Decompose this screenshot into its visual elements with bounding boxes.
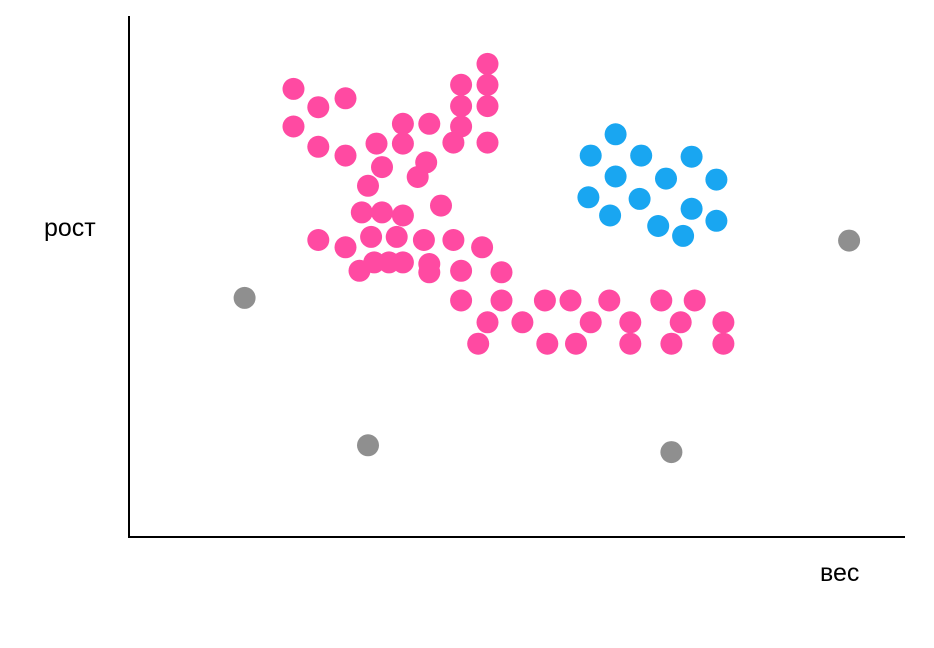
data-point-group_a	[450, 95, 473, 118]
data-point-group_b	[705, 209, 728, 232]
data-point-group_b	[630, 144, 653, 167]
data-point-group_a	[598, 289, 621, 312]
y-axis-label: рост	[44, 214, 96, 242]
data-point-group_a	[418, 112, 441, 135]
data-point-group_b	[672, 224, 695, 247]
data-point-group_a	[669, 311, 692, 334]
x-axis-label: вес	[820, 559, 860, 587]
data-point-group_b	[647, 215, 670, 237]
data-point-group_a	[391, 132, 414, 155]
data-point-group_b	[680, 145, 703, 168]
data-point-group_a	[350, 201, 373, 224]
data-point-group_a	[490, 261, 513, 284]
data-point-group_b	[705, 168, 728, 191]
data-point-group_a	[334, 236, 357, 259]
data-point-group_a	[619, 311, 642, 334]
data-point-group_b	[579, 144, 602, 167]
data-point-group_a	[385, 225, 408, 248]
data-point-group_a	[378, 251, 400, 274]
data-point-group_a	[660, 332, 683, 355]
data-point-group_a	[406, 166, 429, 188]
data-point-group_a	[650, 289, 673, 312]
data-point-group_a	[511, 311, 534, 334]
data-point-group_a	[282, 77, 305, 100]
data-point-group_a	[476, 311, 499, 334]
data-point-group_a	[450, 73, 473, 96]
data-point-group_a	[536, 332, 559, 355]
data-point-group_a	[450, 259, 473, 282]
data-point-group_a	[371, 201, 393, 224]
data-point-group_a	[712, 332, 735, 355]
data-point-group_a	[334, 144, 357, 167]
data-point-group_a	[371, 156, 393, 179]
data-point-group_a	[412, 229, 435, 251]
points-layer	[233, 52, 861, 464]
data-point-group_a	[619, 332, 642, 355]
data-point-group_a	[471, 236, 494, 259]
data-point-group_a	[683, 289, 706, 312]
data-point-group_b	[655, 167, 677, 190]
data-point-group_a	[476, 73, 499, 96]
data-point-outliers	[233, 286, 256, 309]
data-point-group_b	[577, 186, 600, 209]
data-point-group_a	[442, 131, 465, 154]
data-point-outliers	[660, 441, 683, 464]
data-point-group_a	[365, 132, 388, 155]
data-point-group_a	[391, 204, 414, 227]
data-point-group_a	[490, 289, 513, 312]
data-point-group_b	[680, 197, 703, 220]
data-point-group_a	[430, 194, 452, 217]
data-point-group_a	[450, 289, 473, 312]
data-point-group_a	[467, 332, 490, 355]
data-point-group_a	[565, 332, 587, 355]
data-point-group_a	[391, 112, 414, 135]
data-point-outliers	[838, 229, 861, 252]
data-point-group_a	[282, 115, 305, 138]
data-point-group_b	[604, 123, 627, 146]
data-point-group_a	[476, 131, 499, 154]
data-point-group_a	[307, 229, 330, 251]
data-point-group_a	[476, 52, 499, 75]
data-point-group_a	[442, 229, 465, 251]
data-point-group_a	[307, 96, 330, 119]
data-point-group_b	[599, 204, 622, 227]
data-point-group_a	[559, 289, 582, 312]
data-point-outliers	[357, 434, 379, 457]
data-point-group_a	[334, 87, 357, 110]
data-point-group_a	[307, 135, 330, 158]
data-point-group_a	[418, 261, 441, 284]
data-point-group_a	[360, 225, 383, 248]
data-point-group_a	[357, 174, 379, 197]
data-point-group_a	[579, 311, 602, 334]
data-point-group_a	[712, 311, 735, 334]
data-point-group_b	[628, 187, 651, 210]
data-point-group_a	[533, 289, 556, 312]
data-point-group_a	[348, 259, 371, 282]
data-point-group_b	[604, 165, 627, 188]
data-point-group_a	[476, 95, 499, 118]
